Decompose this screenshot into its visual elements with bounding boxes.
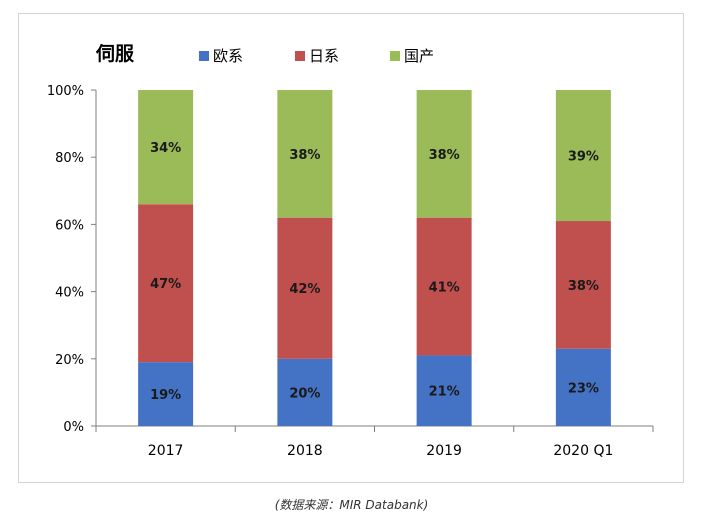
data-label: 39% (568, 150, 599, 165)
bar-segment (138, 204, 194, 363)
bar-segment (416, 90, 472, 218)
y-axis: 0% 20% 40% 60% 80% 100% (47, 84, 97, 435)
bar-segment (416, 217, 472, 356)
bar-segment (555, 221, 611, 349)
source-note: (数据来源：MIR Databank) (274, 498, 429, 512)
y-tick-label: 40% (55, 286, 84, 301)
y-tick-label: 20% (55, 353, 84, 368)
bar-segment (555, 90, 611, 222)
data-label: 19% (150, 388, 181, 403)
bar-segment (277, 90, 333, 218)
legend-swatch (390, 51, 400, 61)
data-label: 21% (429, 385, 460, 400)
x-axis: 2017 2018 2019 2020 Q1 (95, 425, 654, 459)
legend-swatch (295, 51, 305, 61)
legend-swatch (199, 51, 209, 61)
bar-segment (138, 362, 194, 426)
legend-label: 日系 (309, 47, 339, 65)
data-label: 41% (429, 281, 460, 296)
data-label: 20% (289, 386, 320, 401)
legend: 欧系 日系 国产 (199, 47, 434, 65)
bar-segment (138, 90, 194, 205)
legend-label: 欧系 (213, 47, 243, 65)
y-tick-label: 80% (55, 151, 84, 166)
bar-segment (277, 217, 333, 359)
x-tick-label: 2017 (148, 443, 184, 459)
bar-segment (277, 358, 333, 426)
y-tick-label: 0% (63, 420, 84, 435)
data-label: 23% (568, 381, 599, 396)
bar-segment (555, 348, 611, 426)
data-label: 42% (289, 282, 320, 297)
chart-title: 伺服 (95, 43, 135, 65)
y-tick-label: 60% (55, 218, 84, 233)
bars: 19% 47% 34% 20% 42% 38% 21% 41% 38% 23% 38% 39% (138, 90, 611, 426)
data-label: 34% (150, 141, 181, 156)
legend-label: 国产 (404, 47, 434, 65)
y-tick-label: 100% (47, 84, 84, 99)
x-tick-label: 2019 (426, 443, 462, 459)
data-label: 38% (568, 279, 599, 294)
data-label: 47% (150, 277, 181, 292)
x-tick-label: 2020 Q1 (553, 443, 613, 459)
data-label: 38% (289, 148, 320, 163)
bar-segment (416, 355, 472, 426)
x-tick-label: 2018 (287, 443, 323, 459)
data-label: 38% (429, 148, 460, 163)
